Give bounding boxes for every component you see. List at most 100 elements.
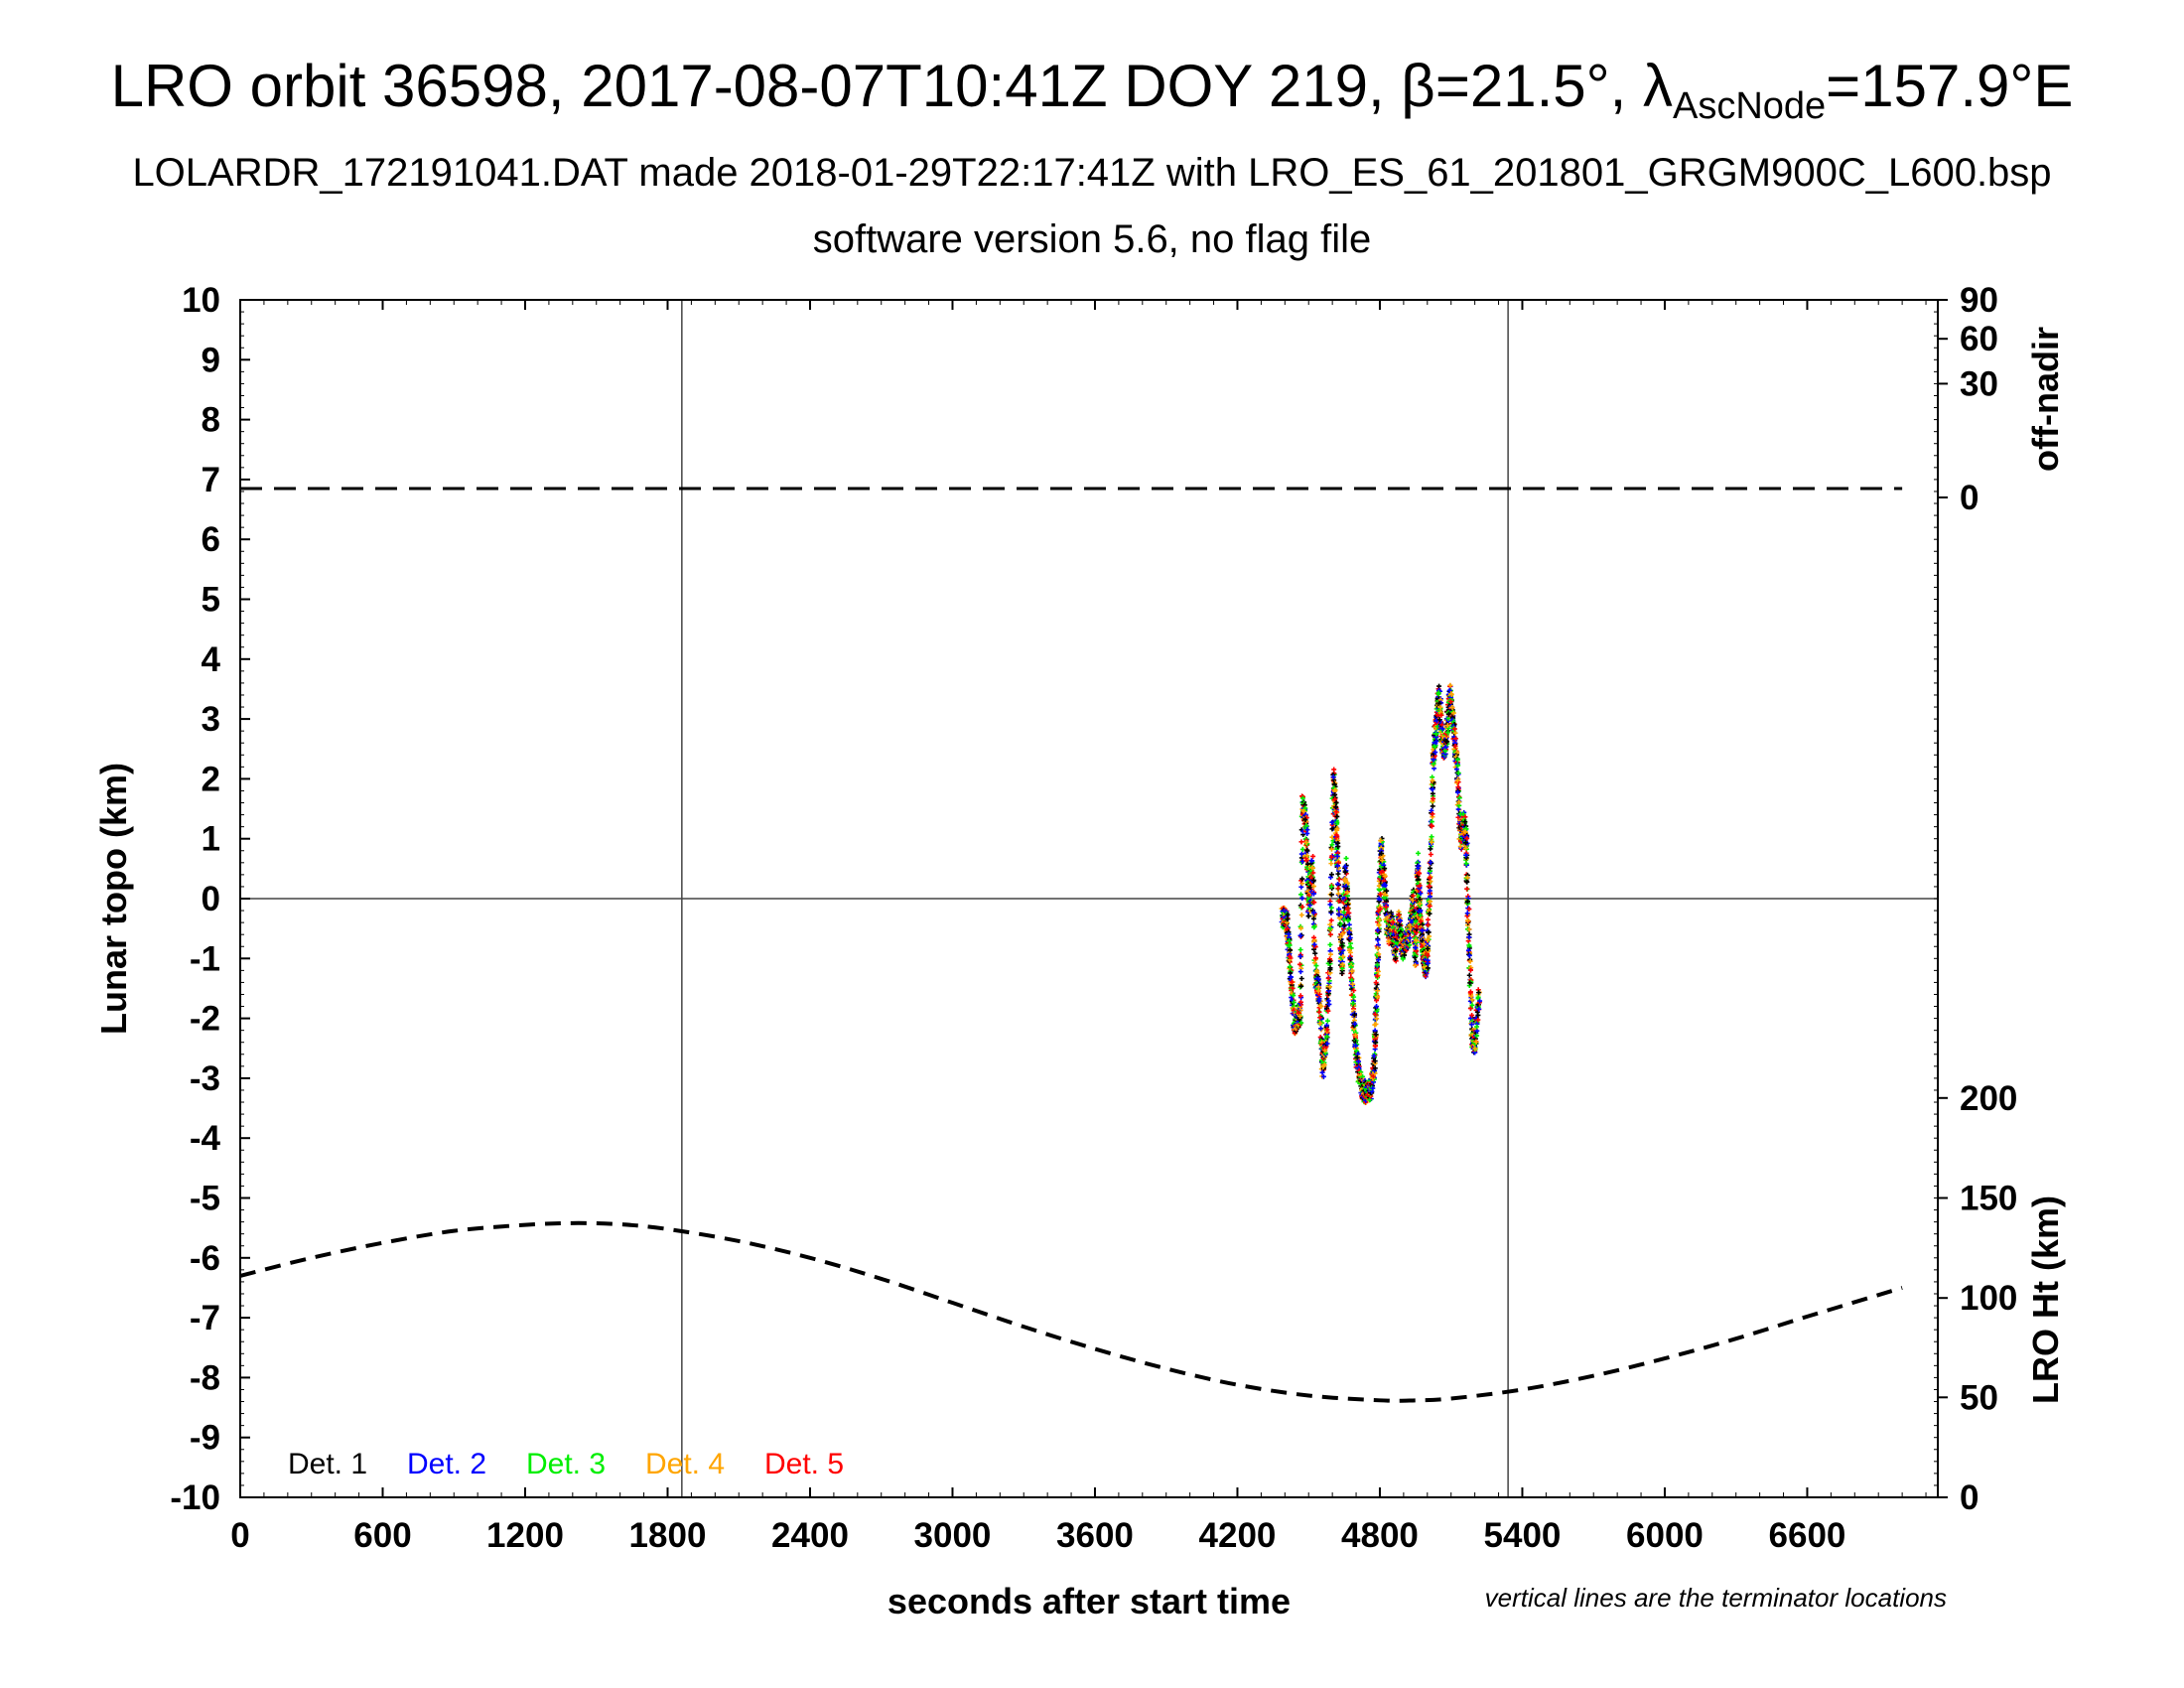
data-point xyxy=(1303,840,1309,846)
data-point xyxy=(1347,947,1353,953)
data-point xyxy=(1388,910,1394,915)
data-point xyxy=(1310,853,1316,859)
data-point xyxy=(1446,687,1452,693)
data-point xyxy=(1426,929,1432,935)
data-point xyxy=(1299,858,1305,864)
data-point xyxy=(1429,834,1434,840)
data-point xyxy=(1433,750,1438,756)
data-point xyxy=(1310,884,1316,890)
y-tick-label: 4 xyxy=(202,640,221,679)
data-point xyxy=(1445,711,1451,717)
data-point xyxy=(1334,853,1340,859)
data-point xyxy=(1443,738,1449,744)
data-point xyxy=(1450,710,1456,716)
data-point xyxy=(1325,1008,1331,1014)
legend-entry: Det. 1 xyxy=(288,1448,367,1480)
data-point xyxy=(1304,853,1310,859)
right-tick-label: 100 xyxy=(1960,1279,2017,1318)
data-point xyxy=(1349,977,1355,983)
data-point xyxy=(1373,1040,1379,1046)
data-point xyxy=(1468,1016,1473,1022)
data-point xyxy=(1420,938,1426,944)
data-point xyxy=(1467,980,1473,986)
y-tick-label: -2 xyxy=(190,1000,220,1039)
data-point xyxy=(1464,886,1470,892)
data-point xyxy=(1444,723,1450,729)
y-tick-label: -6 xyxy=(190,1239,220,1278)
y-tick-label: 2 xyxy=(202,760,220,798)
data-point xyxy=(1335,844,1341,850)
data-point xyxy=(1287,941,1293,947)
data-point xyxy=(1307,885,1313,891)
data-point xyxy=(1315,976,1321,982)
data-point xyxy=(1328,854,1334,860)
data-point xyxy=(1288,947,1294,953)
data-point xyxy=(1428,846,1433,852)
right-tick-label: 90 xyxy=(1960,281,1998,320)
data-point xyxy=(1466,907,1472,913)
data-point xyxy=(1329,872,1334,878)
data-point xyxy=(1297,961,1302,967)
y-tick-label: 1 xyxy=(202,820,220,859)
right-tick-label: 150 xyxy=(1960,1180,2017,1218)
data-point xyxy=(1329,819,1335,825)
data-point xyxy=(1463,852,1469,858)
data-point xyxy=(1462,814,1468,820)
data-point xyxy=(1457,844,1463,850)
data-point xyxy=(1452,730,1458,736)
data-point xyxy=(1375,927,1381,933)
data-point xyxy=(1425,922,1431,928)
data-point xyxy=(1376,883,1382,889)
data-point xyxy=(1327,951,1333,957)
data-point xyxy=(1449,704,1455,710)
data-point xyxy=(1382,891,1388,897)
data-point xyxy=(1285,912,1291,917)
data-point xyxy=(1297,892,1303,898)
data-point xyxy=(1413,944,1419,950)
data-point xyxy=(1298,975,1304,981)
data-point xyxy=(1469,1002,1475,1008)
data-point xyxy=(1304,847,1310,853)
data-point xyxy=(1324,1034,1330,1040)
y-tick-label: -10 xyxy=(170,1478,220,1517)
data-point xyxy=(1327,965,1333,971)
data-point xyxy=(1343,855,1349,861)
data-point xyxy=(1383,896,1389,902)
data-point xyxy=(1382,866,1388,872)
data-point xyxy=(1476,990,1482,996)
data-point xyxy=(1466,934,1472,940)
data-point xyxy=(1312,955,1318,961)
data-point xyxy=(1438,712,1444,718)
data-point xyxy=(1333,804,1339,810)
chart-subtitle: LOLARDR_172191041.DAT made 2018-01-29T22… xyxy=(132,151,2052,195)
data-point xyxy=(1370,1085,1376,1091)
data-point xyxy=(1466,942,1472,948)
data-point xyxy=(1418,913,1424,918)
data-point xyxy=(1418,918,1424,924)
data-point xyxy=(1411,893,1417,899)
data-point xyxy=(1466,952,1472,958)
data-point xyxy=(1354,1055,1360,1060)
data-point xyxy=(1428,851,1433,857)
data-point xyxy=(1474,1033,1480,1039)
data-point xyxy=(1374,1008,1380,1014)
data-point xyxy=(1308,858,1314,864)
data-point xyxy=(1297,999,1303,1005)
data-point xyxy=(1297,925,1303,931)
data-point xyxy=(1373,1021,1379,1027)
x-tick-label: 4800 xyxy=(1341,1516,1419,1555)
y-tick-label: 10 xyxy=(182,281,220,320)
data-point xyxy=(1463,840,1469,846)
data-point xyxy=(1340,947,1346,953)
data-point xyxy=(1324,1023,1330,1029)
data-point xyxy=(1352,1021,1358,1027)
data-point xyxy=(1429,822,1434,828)
data-point xyxy=(1328,846,1334,852)
data-point xyxy=(1427,875,1433,881)
data-point xyxy=(1431,795,1436,801)
data-point xyxy=(1326,984,1332,990)
data-point xyxy=(1454,789,1460,795)
data-point xyxy=(1376,896,1382,902)
data-point xyxy=(1328,917,1334,923)
data-point xyxy=(1429,839,1434,845)
